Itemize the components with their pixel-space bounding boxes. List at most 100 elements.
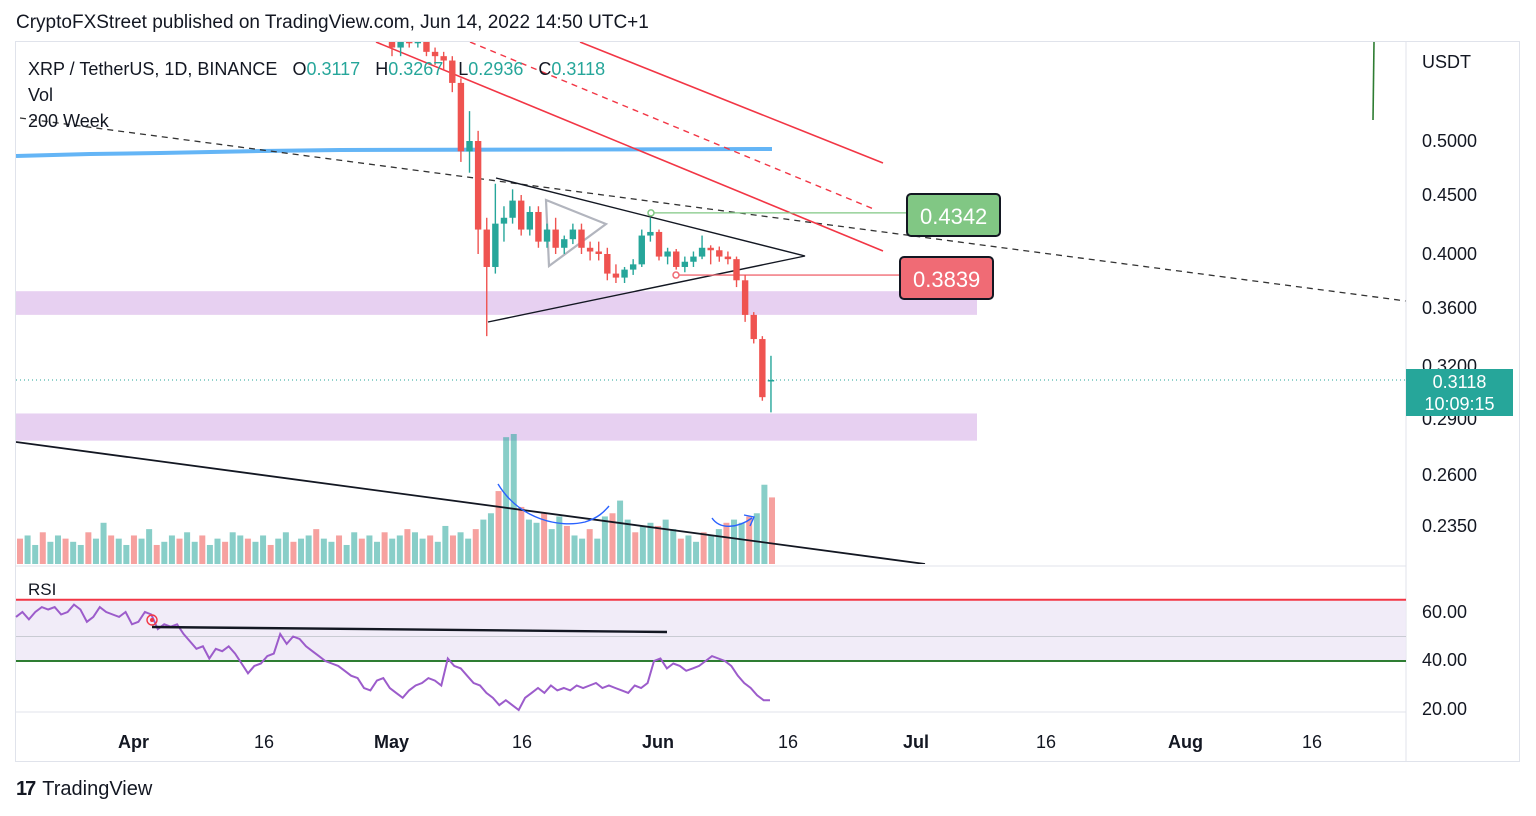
low-value: 0.2936 — [468, 59, 524, 79]
rsi-tick: 60.00 — [1422, 602, 1468, 622]
volume-bar — [579, 538, 586, 564]
volume-bar — [677, 538, 684, 564]
volume-bar — [115, 538, 122, 564]
candle-body — [621, 269, 628, 278]
volume-bar — [389, 538, 396, 564]
volume-bar — [609, 513, 616, 564]
volume-bar — [267, 544, 274, 564]
tradingview-brand[interactable]: 17 TradingView — [16, 778, 152, 801]
volume-bar — [214, 538, 221, 564]
volume-bar — [396, 535, 403, 564]
support-zone-0 — [16, 291, 977, 315]
x-tick: 16 — [1036, 732, 1057, 752]
volume-bar — [449, 535, 456, 564]
volume-bar — [503, 437, 510, 564]
volume-bar — [184, 532, 191, 564]
volume-bar — [518, 506, 525, 564]
volume-bar — [655, 525, 662, 564]
y-tick: 0.2600 — [1422, 465, 1478, 485]
high-value: 0.3267 — [388, 59, 444, 79]
candle-body — [440, 56, 447, 61]
vol-indicator-label[interactable]: Vol — [28, 85, 54, 105]
currency-label: USDT — [1422, 52, 1471, 72]
volume-bar — [176, 538, 183, 564]
candle-body — [483, 229, 490, 267]
ma-indicator-label[interactable]: 200 Week — [28, 111, 109, 131]
x-tick: Apr — [118, 732, 149, 752]
dashed-resistance-line — [19, 117, 1406, 302]
level-label-red[interactable]: 0.3839 — [899, 256, 995, 300]
level-label-green[interactable]: 0.4342 — [906, 193, 1002, 237]
symbol-label[interactable]: XRP / TetherUS, 1D, BINANCE — [28, 59, 278, 79]
candle-body — [552, 229, 559, 248]
candle-body — [750, 314, 757, 340]
volume-bar — [495, 491, 502, 564]
candle-body — [741, 280, 749, 315]
x-tick: Aug — [1168, 732, 1203, 752]
volume-bar — [161, 541, 168, 564]
x-tick: 16 — [512, 732, 533, 752]
candle-body — [569, 229, 577, 240]
channel-upper-line — [579, 42, 884, 164]
long-support-line — [16, 441, 926, 564]
x-tick: 16 — [778, 732, 799, 752]
candle-body — [638, 235, 645, 265]
candle-body — [561, 239, 568, 248]
candle-body — [423, 42, 430, 52]
close-label: C — [538, 59, 552, 79]
rsi-line — [15, 603, 770, 712]
arrow-head-icon — [743, 514, 755, 527]
candle-body — [578, 229, 585, 248]
chart-legend: XRP / TetherUS, 1D, BINANCE O0.3117 H0.3… — [28, 56, 605, 134]
candle-body — [655, 231, 663, 257]
candle-body — [397, 42, 404, 48]
chart-frame[interactable] — [15, 41, 1520, 762]
close-value: 0.3118 — [551, 59, 606, 79]
x-tick: 16 — [254, 732, 275, 752]
volume-bar — [47, 541, 54, 564]
volume-bar — [563, 525, 570, 564]
candle-body — [767, 379, 775, 382]
candle-body — [724, 256, 732, 260]
candle-body — [698, 247, 706, 257]
volume-bar — [753, 513, 760, 564]
volume-bar — [320, 538, 327, 564]
volume-bar — [594, 538, 601, 564]
volume-bar — [100, 522, 107, 564]
volume-bar — [275, 538, 282, 564]
volume-bar — [404, 529, 411, 564]
x-tick: Jun — [642, 732, 675, 752]
rsi-indicator-label[interactable]: RSI — [28, 580, 57, 599]
volume-bar — [738, 522, 745, 564]
candle-body — [612, 273, 620, 278]
volume-bar — [358, 538, 365, 564]
volume-bar — [442, 525, 449, 564]
volume-bar — [252, 541, 259, 564]
volume-bar — [92, 538, 99, 564]
volume-bar — [541, 513, 548, 564]
volume-bar — [434, 541, 441, 564]
x-tick: May — [374, 732, 410, 752]
volume-bar — [168, 535, 175, 564]
volume-bar — [708, 535, 715, 564]
candle-body — [431, 51, 439, 57]
volume-bar — [769, 497, 775, 564]
volume-bar — [548, 529, 555, 564]
volume-bar — [244, 538, 251, 564]
volume-bar — [199, 535, 206, 564]
candle-body — [595, 251, 602, 254]
volume-bar — [374, 541, 381, 564]
volume-bar — [571, 535, 578, 564]
volume-bar — [39, 532, 46, 564]
volume-bar — [472, 529, 479, 564]
candle-body — [759, 339, 766, 398]
rsi-tick: 20.00 — [1422, 699, 1468, 719]
volume-bar — [411, 532, 418, 564]
volume-bar — [138, 538, 145, 564]
brand-name: TradingView — [42, 778, 153, 800]
volume-bar — [700, 532, 707, 564]
candle-body — [604, 254, 611, 274]
volume-bar — [632, 532, 639, 564]
volume-bar — [480, 519, 487, 564]
